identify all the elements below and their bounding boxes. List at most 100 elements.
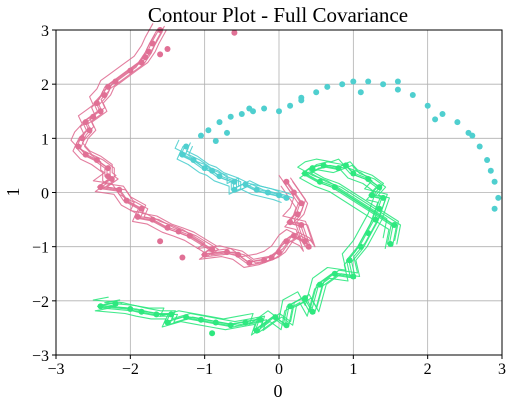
data-point xyxy=(484,157,491,163)
data-point xyxy=(394,86,401,93)
data-point xyxy=(157,238,164,245)
data-point xyxy=(175,228,182,235)
data-point xyxy=(409,92,416,98)
data-point xyxy=(231,186,238,193)
data-point xyxy=(320,162,327,169)
data-point xyxy=(242,319,249,326)
data-point xyxy=(283,194,290,201)
data-point xyxy=(153,311,160,318)
data-point xyxy=(365,230,372,237)
data-point xyxy=(209,167,216,174)
data-point xyxy=(313,89,320,96)
data-point xyxy=(138,308,145,315)
chart-title: Contour Plot - Full Covariance xyxy=(148,3,408,27)
data-point xyxy=(491,205,498,212)
contour-line xyxy=(81,25,314,260)
data-point xyxy=(476,143,483,150)
data-point xyxy=(302,295,308,302)
data-point xyxy=(164,224,171,231)
data-point xyxy=(439,111,446,117)
data-point xyxy=(253,327,260,334)
data-point xyxy=(123,197,130,204)
data-point xyxy=(238,111,245,117)
data-point xyxy=(186,232,193,239)
y-tick-label: −1 xyxy=(32,240,49,257)
data-point xyxy=(116,186,123,193)
contour-line xyxy=(176,150,282,203)
data-point xyxy=(290,232,297,239)
tick-layer: −3 −2 −1 0 1 2 3 −3 −2 −1 0 1 2 3 xyxy=(32,23,506,378)
data-point xyxy=(350,273,357,280)
data-point xyxy=(376,184,383,191)
data-point xyxy=(380,81,387,88)
x-tick-label: −3 xyxy=(47,361,64,378)
data-point xyxy=(276,108,282,115)
x-tick-label: 2 xyxy=(424,361,432,378)
data-point xyxy=(335,165,342,172)
point-layer xyxy=(75,27,502,337)
data-point xyxy=(298,222,305,228)
data-point xyxy=(246,259,253,266)
data-point xyxy=(231,29,238,36)
data-point xyxy=(149,216,156,223)
contour-line xyxy=(70,23,302,258)
data-point xyxy=(127,67,134,74)
data-point xyxy=(209,330,216,337)
x-tick-label: −1 xyxy=(196,361,213,378)
data-point xyxy=(283,238,290,245)
data-point xyxy=(276,249,282,256)
data-point xyxy=(101,92,108,98)
data-point xyxy=(287,219,294,226)
data-point xyxy=(205,127,212,134)
data-point xyxy=(212,319,219,326)
x-axis-label: 0 xyxy=(274,381,283,401)
y-tick-label: −3 xyxy=(32,348,49,365)
data-point xyxy=(290,189,297,196)
contour-line xyxy=(99,163,394,331)
data-point xyxy=(331,270,338,277)
data-point xyxy=(350,78,357,85)
data-point xyxy=(216,119,223,126)
data-point xyxy=(294,211,301,218)
data-point xyxy=(145,48,152,55)
contour-line xyxy=(84,29,316,264)
data-point xyxy=(368,192,375,199)
data-point xyxy=(365,176,372,182)
data-point xyxy=(86,127,93,134)
data-point xyxy=(487,167,494,174)
y-tick-label: 0 xyxy=(41,186,49,203)
data-point xyxy=(491,178,498,185)
y-tick-label: 3 xyxy=(41,23,49,40)
data-point xyxy=(376,205,383,212)
data-point xyxy=(105,83,111,90)
data-point xyxy=(372,216,379,223)
data-point xyxy=(309,165,316,172)
data-point xyxy=(495,194,502,201)
data-point xyxy=(127,306,134,312)
data-point xyxy=(257,316,264,323)
data-point xyxy=(424,102,431,109)
data-point xyxy=(298,97,305,104)
data-point xyxy=(190,157,197,163)
data-point xyxy=(93,157,100,163)
data-point xyxy=(105,165,111,172)
y-tick-label: 2 xyxy=(41,77,49,94)
data-point xyxy=(298,200,305,207)
data-point xyxy=(79,135,85,142)
data-point xyxy=(209,246,216,253)
data-point xyxy=(287,303,294,310)
data-point xyxy=(112,78,119,85)
data-point xyxy=(276,192,282,199)
data-point xyxy=(164,46,171,52)
data-point xyxy=(224,129,230,136)
y-tick-label: 1 xyxy=(41,131,49,148)
data-point xyxy=(261,257,268,264)
x-tick-label: −2 xyxy=(122,361,139,378)
data-point xyxy=(342,162,349,169)
data-point xyxy=(201,165,208,172)
x-tick-label: 3 xyxy=(498,361,506,378)
data-point xyxy=(283,178,290,185)
data-point xyxy=(357,243,364,250)
